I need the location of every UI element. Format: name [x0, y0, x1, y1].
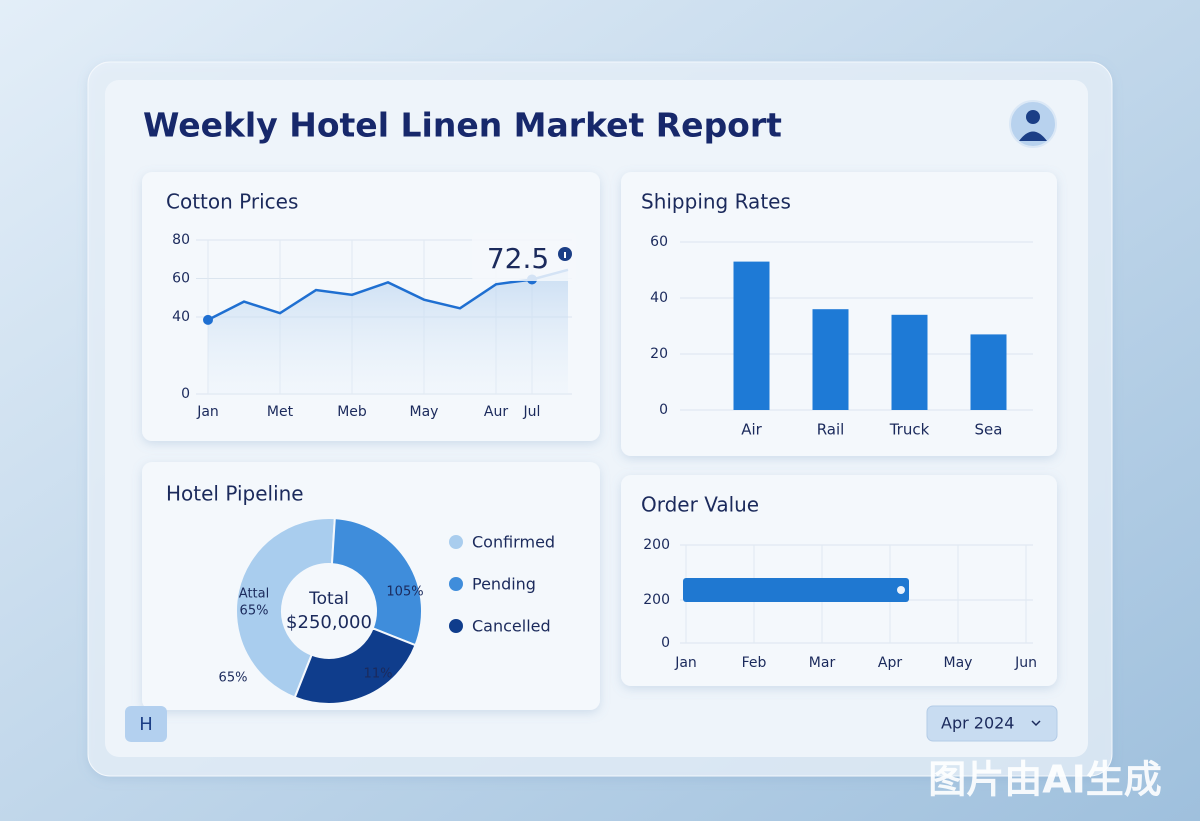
y-tick-label: 0 [661, 635, 670, 651]
legend-label: Confirmed [472, 533, 555, 552]
avatar[interactable] [1009, 100, 1057, 148]
watermark: 图片由AI生成 [928, 758, 1162, 802]
x-tick-label: Meb [337, 404, 367, 420]
x-tick-label: Mar [809, 655, 836, 671]
bar [683, 578, 909, 602]
y-tick-label: 200 [643, 592, 670, 608]
card-title: Order Value [641, 493, 759, 517]
x-tick-label: Rail [817, 421, 845, 439]
y-tick-label: 40 [650, 290, 668, 306]
badge[interactable]: H [125, 706, 167, 742]
y-tick-label: 60 [650, 234, 668, 250]
y-tick-label: 20 [650, 346, 668, 362]
point [203, 314, 213, 325]
bar [733, 261, 770, 410]
period-select[interactable]: Apr 2024 [926, 705, 1058, 742]
segment-label: Attal [239, 587, 269, 602]
x-tick-label: Truck [889, 421, 930, 439]
callout-value: 72.5 [487, 242, 549, 275]
x-tick-label: Met [267, 404, 294, 420]
segment-label: 11% [364, 667, 393, 682]
bar-handle [897, 586, 905, 594]
area [208, 269, 568, 394]
y-tick-label: 80 [172, 232, 190, 248]
legend-label: Pending [472, 575, 536, 594]
x-tick-label: Apr [878, 655, 902, 671]
x-tick-label: Feb [742, 655, 767, 671]
info-icon-bar [564, 252, 566, 258]
legend-swatch [449, 619, 463, 633]
center-value: $250,000 [286, 612, 372, 633]
legend-label: Cancelled [472, 617, 551, 636]
segment-label: 105% [386, 585, 423, 600]
bar [891, 314, 928, 410]
x-tick-label: Jan [674, 655, 697, 671]
x-tick-label: Jan [196, 404, 219, 420]
y-tick-label: 0 [181, 386, 190, 402]
x-tick-label: Air [741, 421, 762, 439]
x-tick-label: May [944, 655, 973, 671]
y-tick-label: 0 [659, 402, 668, 418]
segment-label: 65% [240, 604, 269, 619]
x-tick-label: Aur [484, 404, 508, 420]
donut-hole [282, 564, 376, 658]
y-tick-label: 40 [172, 309, 190, 325]
period-label: Apr 2024 [941, 714, 1014, 733]
x-tick-label: May [410, 404, 439, 420]
line [207, 268, 569, 322]
callout [472, 233, 576, 281]
card-title: Shipping Rates [641, 190, 791, 214]
card-title: Hotel Pipeline [166, 482, 304, 506]
legend-swatch [449, 535, 463, 549]
y-tick-label: 60 [172, 271, 190, 287]
segment-label: 65% [219, 671, 248, 686]
bar [812, 309, 849, 410]
bar [970, 334, 1007, 410]
x-tick-label: Jun [1014, 655, 1037, 671]
center-label: Total [308, 589, 349, 609]
x-tick-label: Jul [523, 404, 541, 420]
x-tick-label: Sea [975, 421, 1003, 439]
y-tick-label: 200 [643, 537, 670, 553]
card-title: Cotton Prices [166, 190, 298, 214]
legend-swatch [449, 577, 463, 591]
badge-label: H [139, 714, 153, 735]
report-title: Weekly Hotel Linen Market Report [143, 106, 782, 145]
